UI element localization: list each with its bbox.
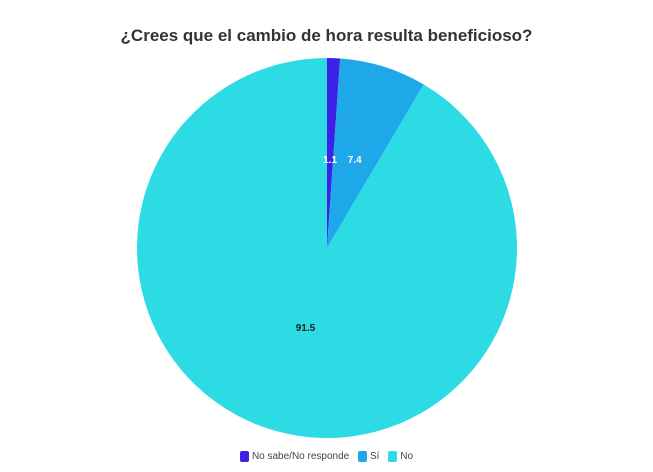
legend-item-si[interactable]: Sí [358,451,379,462]
legend-swatch [358,451,368,462]
pie-slice-2[interactable] [137,58,517,438]
legend-label: No sabe/No responde [251,451,350,462]
legend-swatch [388,451,398,462]
legend-item-no[interactable]: No [388,451,413,462]
pie-slice-0[interactable] [327,58,341,248]
chart-title: ¿Crees que el cambio de hora resulta ben… [120,26,533,45]
chart-legend: No sabe/No responde Sí No [0,451,653,465]
legend-item-no-sabe[interactable]: No sabe/No responde [239,451,350,462]
pie-slice-1[interactable] [327,58,424,248]
pie-data-labels: 1.1 7.4 91.5 [296,155,362,334]
legend-swatch [239,451,249,462]
data-label-1: 7.4 [348,155,362,166]
legend-label: Sí [370,451,380,462]
data-label-0: 1.1 [323,155,337,166]
data-label-2: 91.5 [296,323,316,334]
legend-label: No [400,451,414,462]
pie-slices [137,58,517,438]
